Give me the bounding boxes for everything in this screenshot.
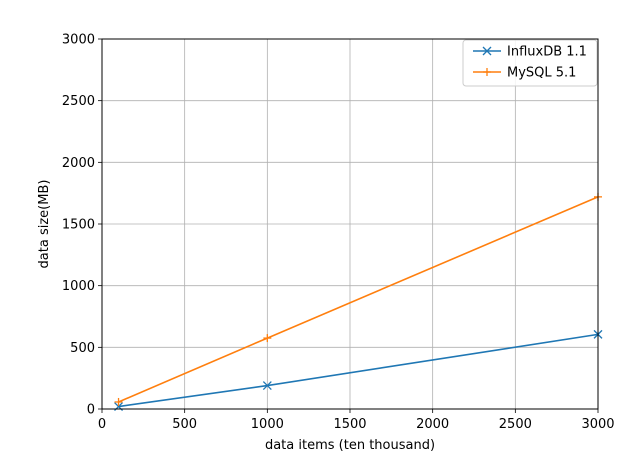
x-tick-label: 1500: [333, 417, 366, 432]
y-tick-label: 2500: [62, 94, 95, 109]
series-layer: [114, 192, 603, 411]
data-point-influxdb-1-1: [262, 381, 272, 391]
legend-marker: [483, 68, 491, 76]
y-tick-label: 1000: [62, 279, 95, 294]
y-tick-label: 500: [70, 341, 95, 356]
x-tick-label: 3000: [581, 417, 614, 432]
legend-label: MySQL 5.1: [507, 66, 576, 81]
grid: [101, 38, 599, 410]
y-tick-label: 1500: [62, 218, 95, 233]
x-tick-label: 2500: [499, 417, 532, 432]
axis-ticks: 0 500 1000 1500 2000 2500 3000 0 500 1000 1500 2000…: [62, 33, 615, 433]
x-tick-label: 0: [98, 417, 106, 432]
x-tick-label: 2000: [416, 417, 449, 432]
data-point-mysql-5-1: [114, 397, 123, 406]
x-axis-title: data items (ten thousand): [265, 438, 435, 453]
legend-marker: [482, 46, 492, 56]
y-tick-label: 2000: [62, 156, 95, 171]
x-tick-label: 500: [172, 417, 197, 432]
legend-item: MySQL 5.1: [473, 66, 576, 81]
legend-item: InfluxDB 1.1: [473, 45, 587, 60]
data-point-mysql-5-1: [263, 334, 272, 343]
y-tick-label: 0: [87, 403, 95, 418]
legend: InfluxDB 1.1 MySQL 5.1: [462, 39, 598, 87]
y-tick-label: 3000: [62, 33, 95, 48]
y-axis-title: data size(MB): [37, 180, 52, 269]
legend-label: InfluxDB 1.1: [507, 45, 587, 60]
x-tick-label: 1000: [251, 417, 284, 432]
